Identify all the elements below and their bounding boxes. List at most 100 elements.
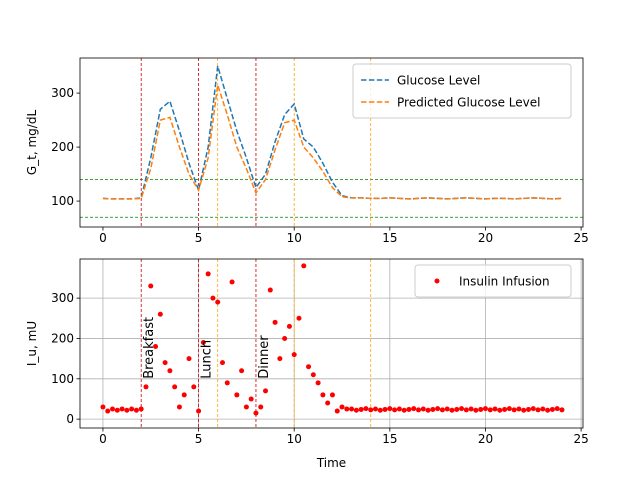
axes-frame (79, 57, 584, 228)
point (368, 407, 374, 413)
point (473, 407, 479, 413)
point (167, 368, 173, 374)
point (162, 360, 168, 366)
point (334, 408, 340, 414)
point (425, 407, 431, 413)
point (267, 287, 273, 293)
point (272, 319, 278, 325)
point (119, 406, 125, 412)
point (521, 407, 527, 413)
point (344, 406, 350, 412)
x-tick-label: 10 (287, 432, 302, 446)
point (253, 410, 259, 416)
point (545, 407, 551, 413)
x-tick-label: 25 (573, 432, 588, 446)
point (176, 404, 182, 410)
point (511, 407, 517, 413)
plot-area (80, 58, 583, 227)
point (239, 368, 245, 374)
point (329, 392, 335, 398)
point (143, 384, 149, 390)
point (153, 344, 159, 350)
point (306, 364, 312, 370)
point (320, 392, 326, 398)
legend: Glucose Level Predicted Glucose Level (352, 63, 572, 119)
point (535, 407, 541, 413)
point (291, 352, 297, 358)
point (358, 406, 364, 412)
point (301, 263, 307, 269)
point (411, 406, 417, 412)
point (124, 407, 130, 413)
point (439, 407, 445, 413)
annotation: Lunch (200, 340, 215, 379)
point (114, 407, 120, 413)
x-tick-label: 0 (99, 231, 107, 245)
point (487, 407, 493, 413)
point (148, 283, 154, 289)
x-tick-label: 5 (195, 432, 203, 446)
point (129, 406, 135, 412)
point (530, 406, 536, 412)
point (205, 271, 211, 277)
point (449, 407, 455, 413)
point (186, 356, 192, 362)
subplot: 0 5 10 15 20 25 100 200 300 G_t, mg/dL Glucose Lev… (25, 57, 589, 245)
point (435, 406, 441, 412)
point (229, 279, 235, 285)
point (497, 407, 503, 413)
point (430, 406, 436, 412)
axes-frame (79, 258, 584, 429)
point (387, 406, 393, 412)
point (191, 384, 197, 390)
point (525, 406, 531, 412)
point (506, 406, 512, 412)
point (396, 406, 402, 412)
point (248, 396, 254, 402)
point (105, 408, 111, 414)
point (243, 404, 249, 410)
legend-swatch (434, 278, 440, 284)
point (339, 404, 345, 410)
point (282, 335, 288, 341)
point (234, 392, 240, 398)
point (315, 380, 321, 386)
legend: Insulin Infusion (414, 264, 572, 298)
x-tick-label: 25 (573, 231, 588, 245)
point (200, 339, 206, 345)
point (459, 406, 465, 412)
point (416, 407, 422, 413)
point (310, 372, 316, 378)
x-tick-label: 5 (195, 231, 203, 245)
x-tick-label: 10 (287, 231, 302, 245)
legend-box (352, 63, 572, 119)
legend-label: Glucose Level (397, 74, 480, 88)
point (372, 406, 378, 412)
y-axis-label: I_u, mU (25, 321, 39, 366)
point (420, 406, 426, 412)
point (133, 407, 139, 413)
point (516, 406, 522, 412)
point (392, 407, 398, 413)
point (559, 407, 565, 413)
y-tick-label: 0 (66, 412, 74, 426)
y-tick-label: 200 (51, 331, 74, 345)
point (210, 295, 216, 301)
x-tick-label: 20 (478, 432, 493, 446)
point (463, 407, 469, 413)
legend-label: Predicted Glucose Level (397, 96, 540, 110)
point (100, 404, 106, 410)
point (502, 406, 508, 412)
legend-label: Insulin Infusion (459, 275, 550, 289)
y-tick-label: 100 (51, 372, 74, 386)
point (482, 406, 488, 412)
point (215, 299, 221, 305)
point (172, 384, 178, 390)
point (401, 407, 407, 413)
x-tick-label: 15 (382, 432, 397, 446)
plot-area (100, 259, 565, 428)
point (468, 406, 474, 412)
annotation: Dinner (257, 335, 272, 379)
point (181, 392, 187, 398)
